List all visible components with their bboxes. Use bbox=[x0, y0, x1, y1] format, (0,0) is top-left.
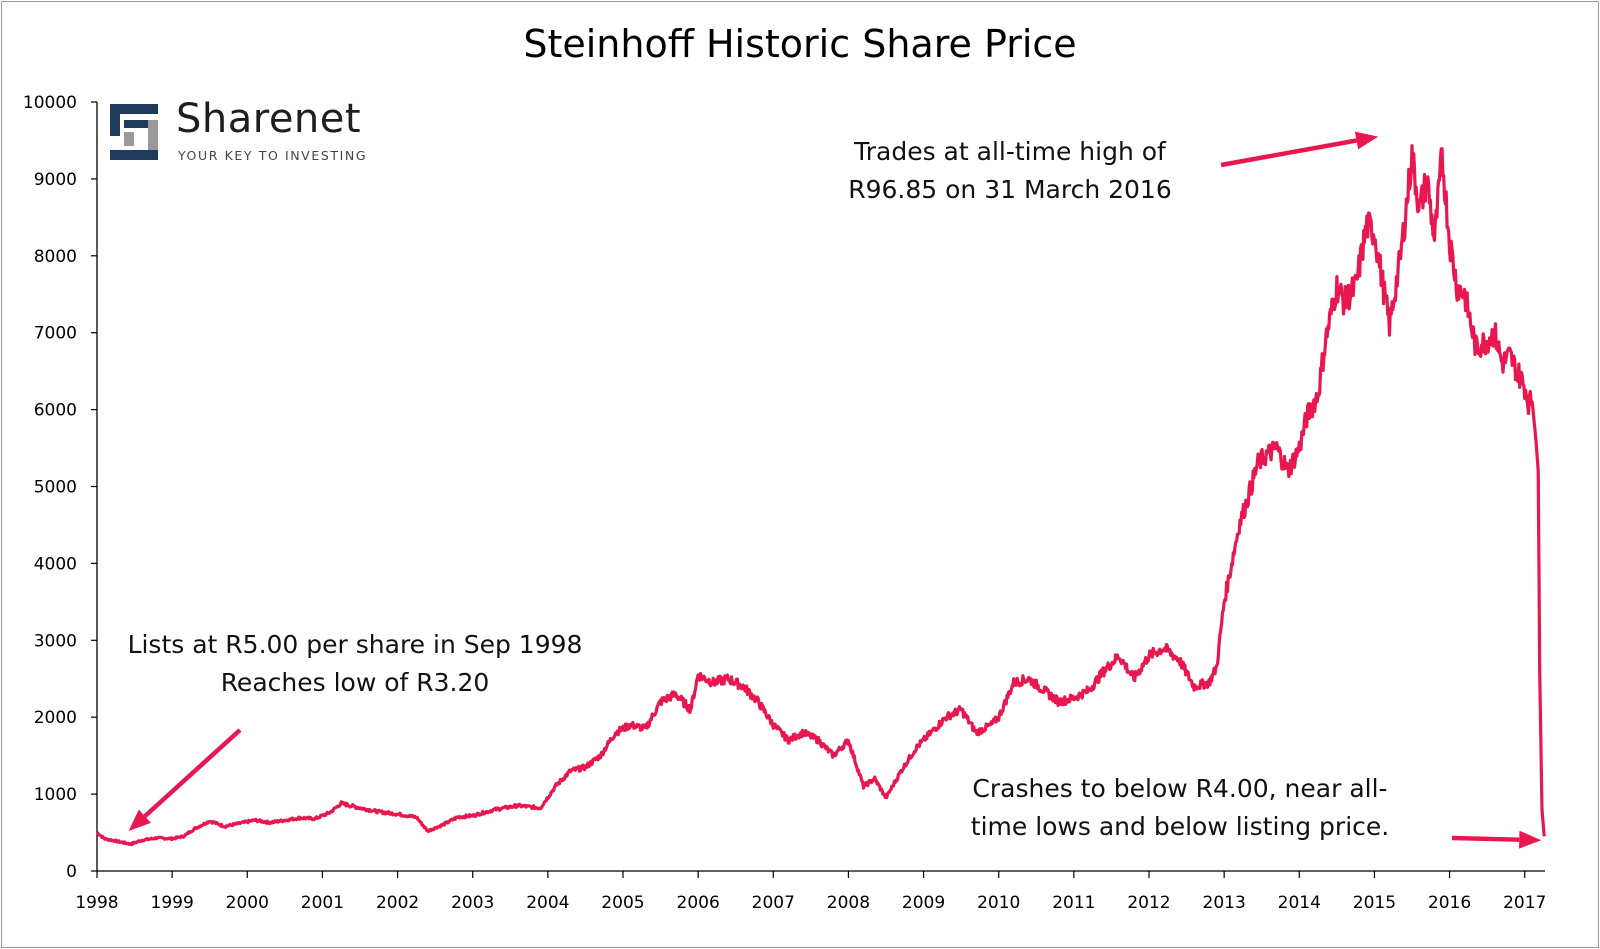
annotation-listing: Lists at R5.00 per share in Sep 1998 Rea… bbox=[100, 626, 610, 702]
x-tick-label: 2006 bbox=[677, 893, 720, 913]
annotation-high-line2: R96.85 on 31 March 2016 bbox=[848, 175, 1172, 204]
y-tick-label: 3000 bbox=[34, 631, 77, 651]
annotation-all-time-high: Trades at all-time high of R96.85 on 31 … bbox=[820, 133, 1200, 209]
annotation-listing-line2: Reaches low of R3.20 bbox=[220, 668, 490, 697]
x-tick-label: 2014 bbox=[1278, 893, 1321, 913]
y-tick-label: 9000 bbox=[34, 170, 77, 190]
arrow-crash bbox=[1451, 830, 1542, 849]
x-tick-label: 2016 bbox=[1428, 893, 1471, 913]
y-tick-label: 6000 bbox=[34, 401, 77, 421]
y-tick-label: 0 bbox=[66, 862, 77, 882]
logo-wordmark: Sharenet bbox=[176, 96, 362, 142]
x-tick-label: 2013 bbox=[1203, 893, 1246, 913]
y-tick-label: 2000 bbox=[34, 708, 77, 728]
sharenet-logo-mark-icon bbox=[110, 104, 158, 160]
x-tick-label: 2004 bbox=[526, 893, 569, 913]
annotation-crash-line1: Crashes to below R4.00, near all- bbox=[972, 774, 1388, 803]
chart-title: Steinhoff Historic Share Price bbox=[523, 22, 1077, 66]
y-tick-label: 8000 bbox=[34, 247, 77, 267]
y-tick-label: 7000 bbox=[34, 324, 77, 344]
logo-tagline: YOUR KEY TO INVESTING bbox=[178, 148, 368, 163]
annotation-arrows bbox=[128, 131, 1542, 849]
price-series-line bbox=[96, 144, 1546, 847]
x-tick-label: 2011 bbox=[1052, 893, 1095, 913]
annotation-listing-line1: Lists at R5.00 per share in Sep 1998 bbox=[127, 630, 583, 659]
x-tick-label: 1999 bbox=[151, 893, 194, 913]
arrow-all-time-high bbox=[1220, 131, 1379, 168]
x-tick-label: 2007 bbox=[752, 893, 795, 913]
x-axis: 1998 1999 2000 2001 2002 2003 2004 2005 2006 2007… bbox=[75, 870, 1546, 913]
y-tick-label: 5000 bbox=[34, 478, 77, 498]
y-axis: 0 1000 2000 3000 4000 5000 6000 7000 8000 9000 100… bbox=[23, 93, 98, 882]
x-tick-label: 2015 bbox=[1353, 893, 1396, 913]
y-tick-label: 1000 bbox=[34, 785, 77, 805]
x-tick-label: 2010 bbox=[977, 893, 1020, 913]
x-tick-label: 2012 bbox=[1127, 893, 1170, 913]
annotation-crash-line2: time lows and below listing price. bbox=[970, 812, 1390, 841]
x-tick-label: 2017 bbox=[1503, 893, 1546, 913]
x-tick-label: 2003 bbox=[451, 893, 494, 913]
sharenet-logo: Sharenet YOUR KEY TO INVESTING bbox=[110, 96, 410, 166]
arrow-listing-low bbox=[128, 728, 242, 832]
x-tick-label: 2000 bbox=[226, 893, 269, 913]
annotation-crash: Crashes to below R4.00, near all- time l… bbox=[935, 770, 1425, 846]
x-tick-label: 2005 bbox=[601, 893, 644, 913]
x-tick-label: 1998 bbox=[75, 893, 118, 913]
y-tick-label: 4000 bbox=[34, 554, 77, 574]
annotation-high-line1: Trades at all-time high of bbox=[854, 137, 1166, 166]
x-tick-label: 2001 bbox=[301, 893, 344, 913]
x-tick-label: 2002 bbox=[376, 893, 419, 913]
y-tick-label: 10000 bbox=[23, 93, 77, 113]
x-tick-label: 2009 bbox=[902, 893, 945, 913]
x-tick-label: 2008 bbox=[827, 893, 870, 913]
